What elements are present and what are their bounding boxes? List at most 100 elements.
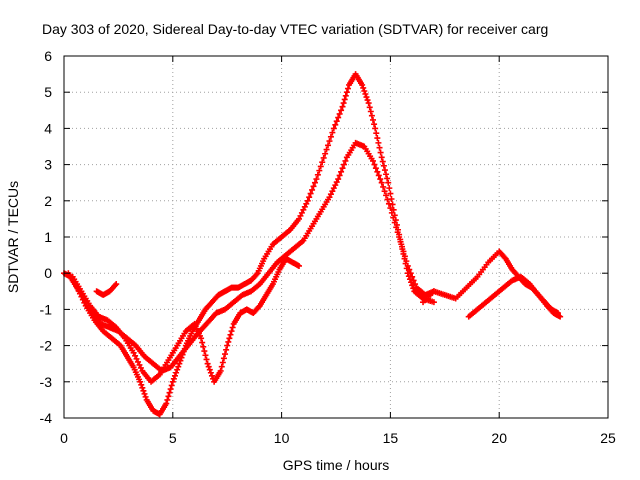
data-point-marker	[307, 190, 314, 197]
data-point-marker	[309, 186, 316, 193]
data-point-marker	[557, 313, 564, 320]
data-point-marker	[204, 360, 211, 367]
data-point-marker	[362, 91, 369, 98]
data-point-marker	[359, 81, 366, 88]
data-point-marker	[335, 114, 342, 121]
data-point-marker	[387, 190, 394, 197]
data-point-marker	[168, 382, 175, 389]
data-point-marker	[381, 188, 388, 195]
data-point-marker	[217, 367, 224, 374]
data-point-marker	[316, 167, 323, 174]
data-point-marker	[166, 389, 173, 396]
data-point-marker	[303, 200, 310, 207]
data-point-marker	[301, 203, 308, 210]
data-point-marker	[130, 349, 137, 356]
data-point-marker	[376, 144, 383, 151]
data-point-marker	[338, 168, 345, 175]
y-tick-label: 0	[44, 265, 52, 281]
data-point-marker	[381, 167, 388, 174]
data-point-marker	[208, 372, 215, 379]
data-point-marker	[372, 125, 379, 132]
data-point-marker	[368, 112, 375, 119]
data-point-marker	[205, 363, 212, 370]
data-point-marker	[341, 96, 348, 103]
x-tick-label: 0	[60, 430, 68, 446]
data-point-marker	[378, 154, 385, 161]
data-point-marker	[169, 378, 176, 385]
data-point-marker	[306, 194, 313, 201]
data-point-marker	[379, 158, 386, 165]
data-point-marker	[136, 361, 143, 368]
data-point-marker	[385, 200, 392, 207]
y-axis-label: SDTVAR / TECUs	[5, 181, 21, 293]
y-tick-label: 1	[44, 229, 52, 245]
data-point-marker	[360, 84, 367, 91]
data-point-marker	[137, 364, 144, 371]
data-point-marker	[401, 253, 408, 260]
data-point-marker	[380, 183, 387, 190]
data-point-marker	[390, 206, 397, 213]
data-point-marker	[394, 229, 401, 236]
data-point-marker	[374, 135, 381, 142]
data-point-marker	[329, 129, 336, 136]
grid-lines	[64, 56, 608, 418]
data-point-marker	[330, 125, 337, 132]
data-point-marker	[377, 176, 384, 183]
y-tick-label: 3	[44, 157, 52, 173]
series-6	[465, 273, 564, 320]
data-point-marker	[171, 372, 178, 379]
data-point-marker	[364, 97, 371, 104]
data-point-marker	[313, 176, 320, 183]
data-point-marker	[141, 390, 148, 397]
data-point-marker	[384, 196, 391, 203]
data-point-marker	[296, 262, 303, 269]
data-point-marker	[332, 121, 339, 128]
data-point-marker	[133, 355, 140, 362]
data-point-marker	[375, 172, 382, 179]
data-point-marker	[336, 110, 343, 117]
y-tick-label: 5	[44, 84, 52, 100]
data-point-marker	[377, 149, 384, 156]
data-point-marker	[226, 335, 233, 342]
data-point-marker	[374, 168, 381, 175]
data-point-marker	[220, 355, 227, 362]
data-point-marker	[367, 108, 374, 115]
data-point-marker	[206, 366, 213, 373]
data-point-marker	[404, 262, 411, 269]
data-point-marker	[333, 118, 340, 125]
data-points	[61, 71, 564, 418]
data-point-marker	[326, 138, 333, 145]
data-point-marker	[399, 243, 406, 250]
data-point-marker	[339, 165, 346, 172]
data-point-marker	[409, 273, 416, 280]
x-tick-label: 20	[491, 430, 507, 446]
data-point-marker	[200, 343, 207, 350]
data-point-marker	[371, 161, 378, 168]
data-point-marker	[384, 175, 391, 182]
data-point-marker	[403, 258, 410, 265]
x-tick-label: 10	[274, 430, 290, 446]
data-point-marker	[342, 157, 349, 164]
data-point-marker	[134, 358, 141, 365]
data-point-marker	[400, 248, 407, 255]
data-point-marker	[372, 165, 379, 172]
data-point-marker	[410, 277, 417, 284]
series-3	[69, 255, 303, 385]
data-point-marker	[229, 324, 236, 331]
data-point-marker	[222, 351, 229, 358]
data-point-marker	[297, 212, 304, 219]
data-point-marker	[163, 400, 170, 407]
data-point-marker	[198, 335, 205, 342]
data-point-marker	[170, 375, 177, 382]
data-point-marker	[407, 270, 414, 277]
data-point-marker	[406, 266, 413, 273]
data-point-marker	[390, 214, 397, 221]
y-tick-label: 2	[44, 193, 52, 209]
y-tick-label: -2	[40, 338, 53, 354]
data-point-marker	[142, 393, 149, 400]
data-point-marker	[203, 356, 210, 363]
data-point-marker	[361, 87, 368, 94]
y-tick-label: -1	[40, 301, 53, 317]
data-point-marker	[132, 352, 139, 359]
